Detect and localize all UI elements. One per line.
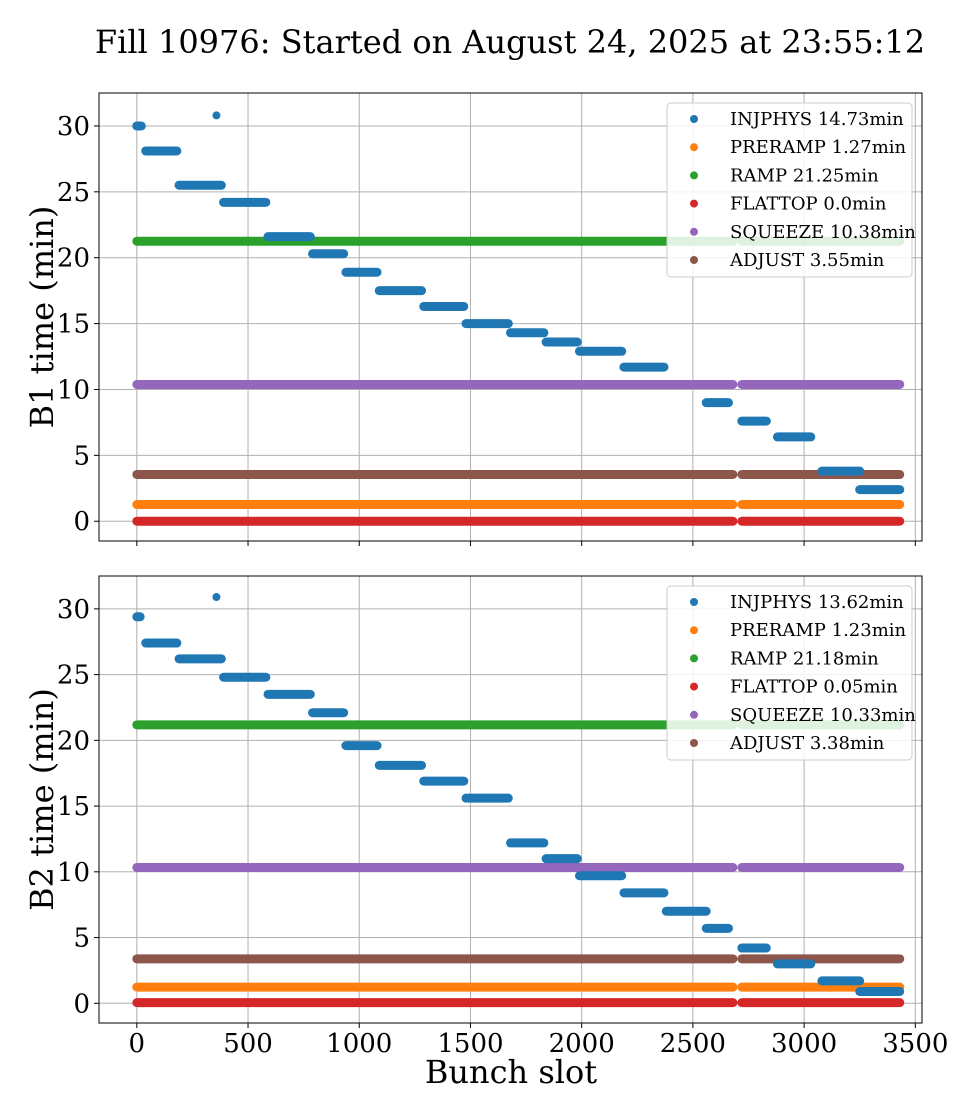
b1-legend-marker-injphys [690,115,698,123]
b2-legend-label-flattop: FLATTOP 0.05min [730,677,898,698]
b1-legend-label-injphys: INJPHYS 14.73min [730,109,904,130]
b2-legend-marker-injphys [690,598,698,606]
b2-x-tick-label: 1500 [437,1029,503,1059]
b1-legend-marker-preramp [690,143,698,152]
b1-legend-label-squeeze: SQUEEZE 10.38min [730,222,916,243]
b2-legend-label-adjust: ADJUST 3.38min [729,733,885,754]
b1-legend-label-ramp: RAMP 21.25min [730,165,879,186]
b2-x-tick-label: 3000 [771,1029,837,1059]
b2-legend-marker-adjust [690,739,698,747]
b2-x-tick-label: 500 [223,1029,273,1059]
b2-x-tick-label: 1000 [326,1029,392,1059]
b2-y-tick-label: 5 [73,924,90,954]
x-axis-label: Bunch slot [425,1053,597,1091]
b1-legend-marker-adjust [690,256,698,264]
b1-legend: INJPHYS 14.73min PRERAMP 1.27min RAMP 21.2… [666,102,916,278]
b2-x-tick-label: 0 [129,1029,146,1059]
b1-legend-label-flattop: FLATTOP 0.0min [730,194,887,215]
figure-title: Fill 10976: Started on August 24, 2025 a… [95,23,925,61]
b1-legend-marker-squeeze [690,227,698,236]
b1-injphys-point [212,111,221,120]
b2-panel: 0 500 1000 1500 2000 2500 3000 3500 0 5 10 15 20 25 30… [23,575,949,1059]
b2-legend-marker-ramp [690,654,698,663]
b2-legend: INJPHYS 13.62min PRERAMP 1.23min RAMP 21.1… [666,585,916,761]
b1-y-tick-label: 0 [73,507,90,537]
b1-legend-box [666,102,913,278]
b1-legend-marker-flattop [690,199,698,208]
b2-ticks: 0 500 1000 1500 2000 2500 3000 3500 0 5 10 15 20 25 30 [57,595,949,1059]
b2-legend-marker-preramp [690,626,698,635]
b2-y-tick-label: 30 [57,595,90,625]
b2-legend-marker-flattop [690,682,698,691]
b2-y-tick-label: 10 [57,858,90,888]
b1-y-tick-label: 25 [57,178,90,208]
b2-legend-label-preramp: PRERAMP 1.23min [730,620,907,641]
b2-y-tick-label: 15 [57,792,90,822]
b2-data [132,593,905,1008]
b2-y-axis-label: B2 time (min) [23,688,61,911]
b1-y-tick-label: 15 [57,310,90,340]
b2-x-tick-label: 2500 [660,1029,726,1059]
b2-x-tick-label: 3500 [882,1029,948,1059]
b1-y-tick-label: 5 [73,441,90,471]
b2-x-tick-label: 2000 [549,1029,615,1059]
b2-y-tick-label: 20 [57,726,90,756]
b1-panel: 0 5 10 15 20 25 30 B1 time (min) INJPHYS 14.73… [23,92,923,546]
b2-y-tick-label: 25 [57,661,90,691]
b2-legend-marker-squeeze [690,710,698,719]
b2-injphys-point [212,593,221,602]
b1-y-tick-label: 20 [57,244,90,274]
b1-y-tick-label: 30 [57,112,90,142]
b2-legend-box [666,585,913,761]
b1-y-axis-label: B1 time (min) [23,206,61,429]
b2-legend-label-squeeze: SQUEEZE 10.33min [730,705,916,726]
b1-ticks: 0 5 10 15 20 25 30 [57,112,916,546]
b2-legend-label-ramp: RAMP 21.18min [730,648,879,669]
b1-axes-frame [98,92,923,542]
b2-axes-frame [98,575,923,1024]
b1-data [132,111,905,526]
b2-y-tick-label: 0 [73,989,90,1019]
b1-legend-label-adjust: ADJUST 3.55min [729,250,885,271]
b1-y-tick-label: 10 [57,375,90,405]
b2-legend-label-injphys: INJPHYS 13.62min [730,592,904,613]
b1-legend-marker-ramp [690,171,698,180]
b1-legend-label-preramp: PRERAMP 1.27min [730,137,907,158]
